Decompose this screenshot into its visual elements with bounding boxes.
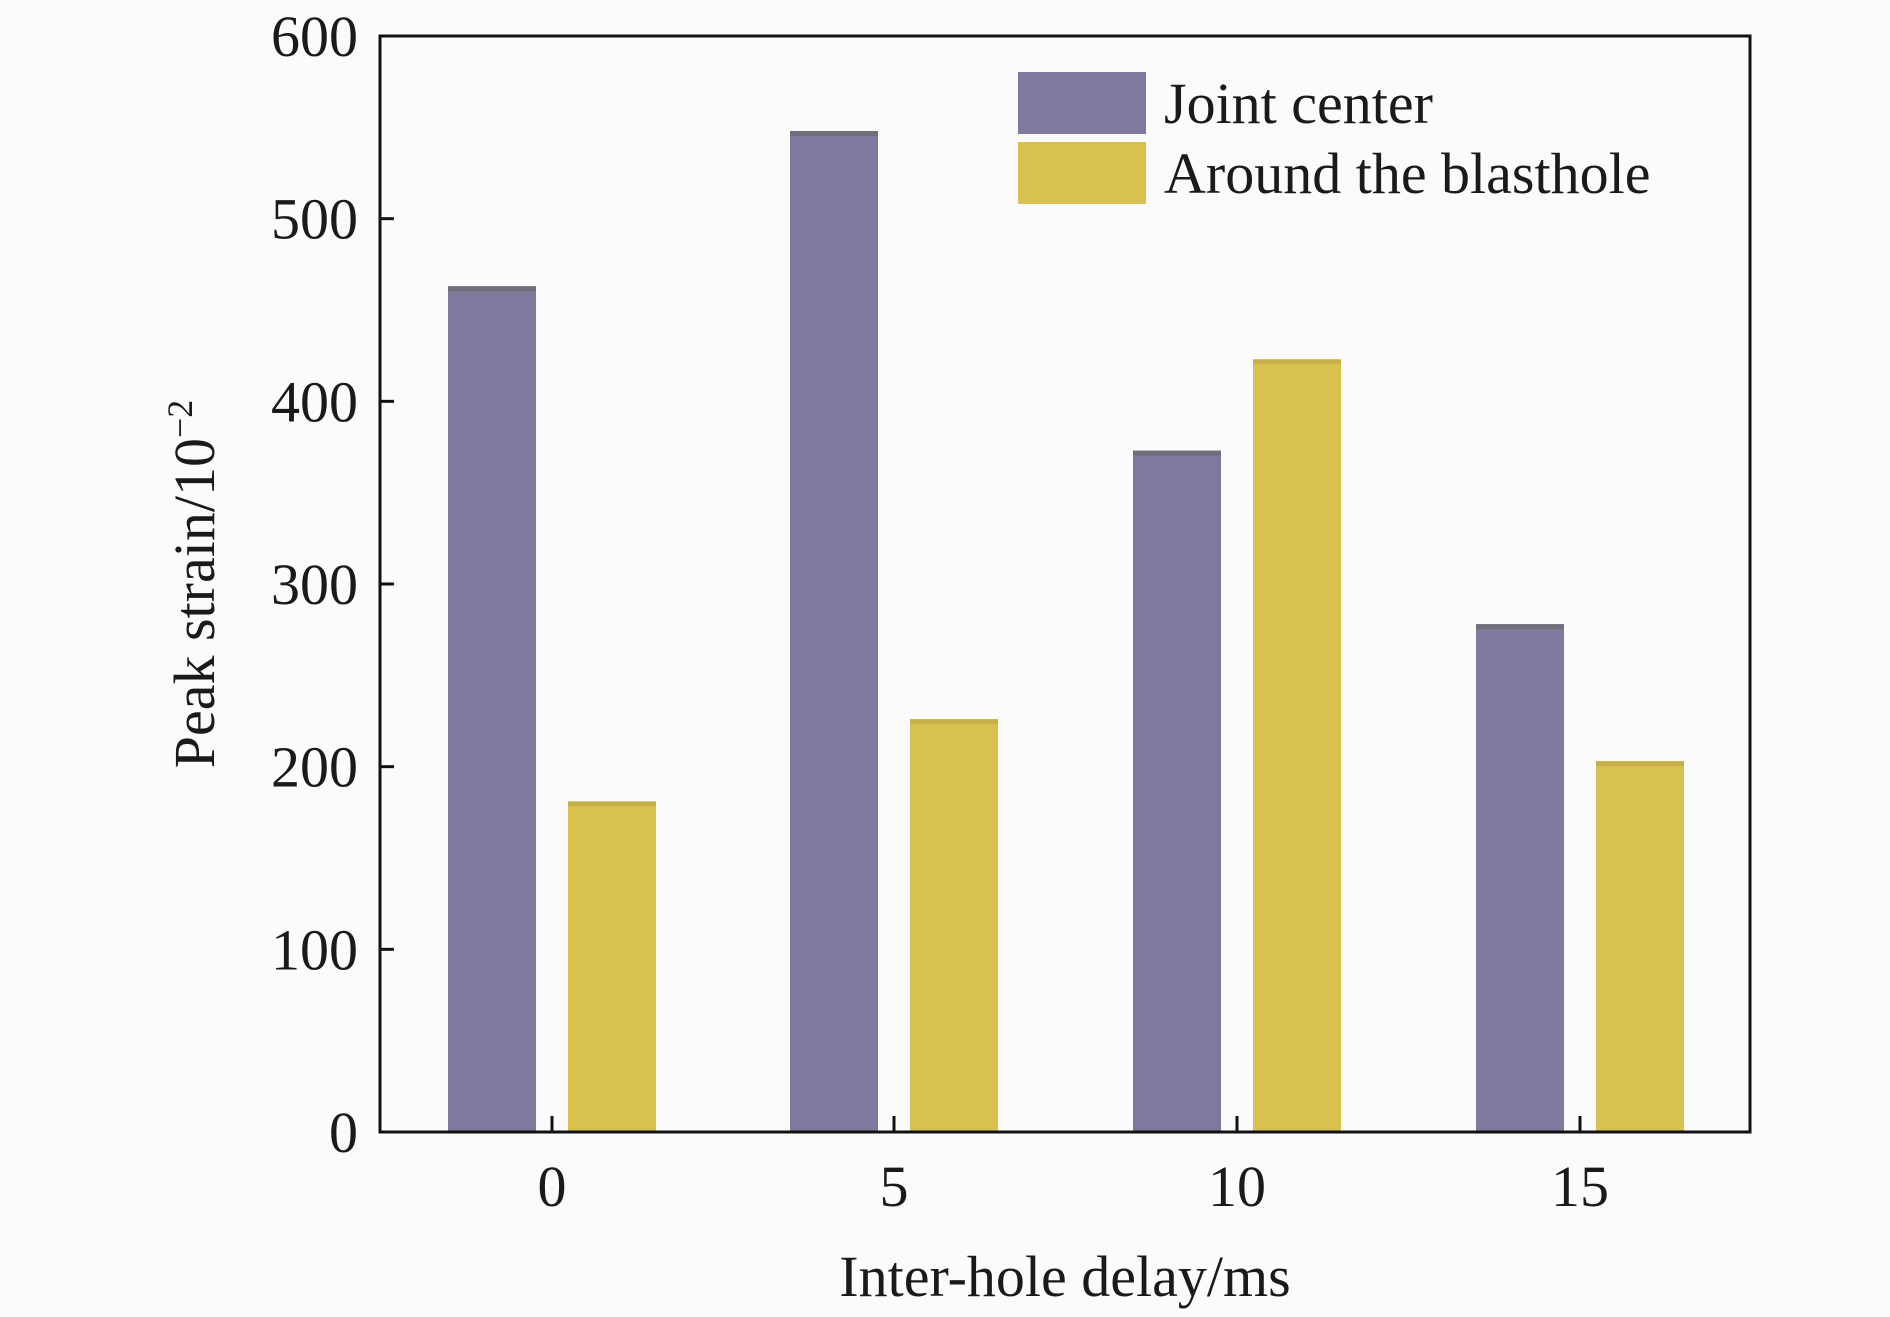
y-axis-title-exponent: −2 [160,400,200,438]
bar-around-blasthole-0 [568,801,656,1132]
y-tick-label: 0 [329,1100,358,1165]
bar-joint-center-0 [448,286,536,1133]
bar-fill [1476,624,1564,1132]
bar-cap [1476,624,1564,630]
x-tick-label: 10 [1208,1154,1266,1219]
bar-fill [1596,761,1684,1132]
bar-cap [910,719,998,725]
bar-fill [568,801,656,1132]
y-tick-label: 300 [271,552,358,617]
y-tick-label: 600 [271,4,358,69]
x-axis-title: Inter-hole delay/ms [839,1244,1290,1309]
x-tick-label: 5 [880,1154,909,1219]
y-tick-label: 400 [271,369,358,434]
legend-entry-around-blasthole: Around the blasthole [1018,141,1650,206]
y-axis-title-base: Peak strain/10 [162,438,227,768]
legend-swatch [1018,142,1146,204]
y-axis: 0 100 200 300 400 500 600 [271,4,394,1165]
y-tick-label: 100 [271,917,358,982]
bar-around-blasthole-5 [910,719,998,1132]
legend-label: Joint center [1164,71,1433,136]
bar-cap [790,130,878,136]
bar-cap [1253,359,1341,365]
bar-cap [568,801,656,807]
bar-fill [1253,359,1341,1132]
y-axis-title: Peak strain/10−2 [160,400,227,769]
bar-around-blasthole-15 [1596,761,1684,1132]
legend-swatch [1018,72,1146,134]
bar-joint-center-10 [1133,450,1221,1132]
bar-around-blasthole-10 [1253,359,1341,1132]
x-axis: 0 5 10 15 [538,1116,1609,1219]
y-tick-label: 500 [271,187,358,252]
x-tick-label: 15 [1551,1154,1609,1219]
y-tick-label: 200 [271,735,358,800]
legend-entry-joint-center: Joint center [1018,71,1433,136]
bars-layer [448,130,1684,1133]
legend-label: Around the blasthole [1164,141,1650,206]
bar-cap [1596,761,1684,767]
bar-fill [1133,450,1221,1132]
bar-fill [448,286,536,1133]
bar-cap [1133,450,1221,456]
x-tick-label: 0 [538,1154,567,1219]
bar-fill [790,130,878,1132]
bar-fill [910,719,998,1132]
bar-joint-center-5 [790,130,878,1132]
bar-joint-center-15 [1476,624,1564,1132]
bar-cap [448,286,536,292]
